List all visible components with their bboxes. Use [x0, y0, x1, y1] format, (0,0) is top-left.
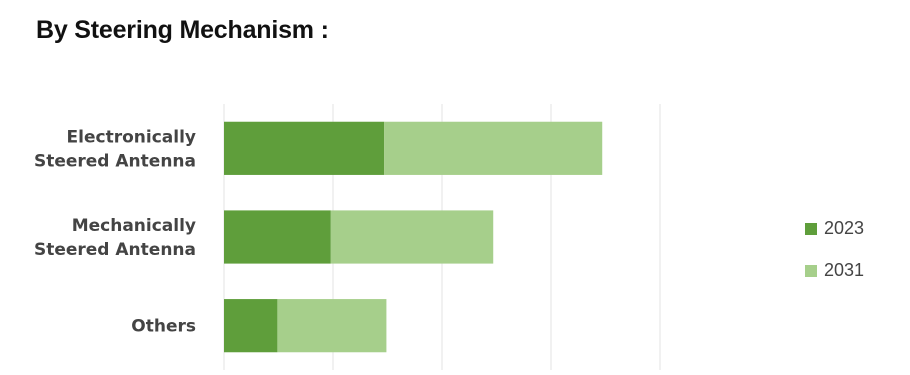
bar-2031-others	[277, 299, 387, 353]
bar-2031-electronically-steered-antenna	[384, 121, 603, 175]
category-label: Steered Antenna	[34, 240, 196, 260]
legend-swatch	[805, 265, 817, 277]
bars	[224, 121, 603, 353]
bar-2023-others	[224, 299, 278, 353]
legend-swatch	[805, 223, 817, 235]
bar-2023-mechanically-steered-antenna	[224, 210, 331, 264]
legend: 2023 2031	[805, 218, 864, 280]
category-labels: Electronically Steered Antenna Mechanicall…	[34, 127, 196, 336]
bar-2023-electronically-steered-antenna	[224, 121, 385, 175]
legend-label: 2023	[824, 218, 864, 238]
category-label: Steered Antenna	[34, 151, 196, 171]
category-label: Electronically	[67, 127, 196, 147]
bar-2031-mechanically-steered-antenna	[330, 210, 494, 264]
category-label: Others	[131, 317, 196, 337]
chart-title: By Steering Mechanism :	[36, 16, 329, 44]
legend-label: 2031	[824, 260, 864, 280]
category-label: Mechanically	[72, 216, 196, 236]
